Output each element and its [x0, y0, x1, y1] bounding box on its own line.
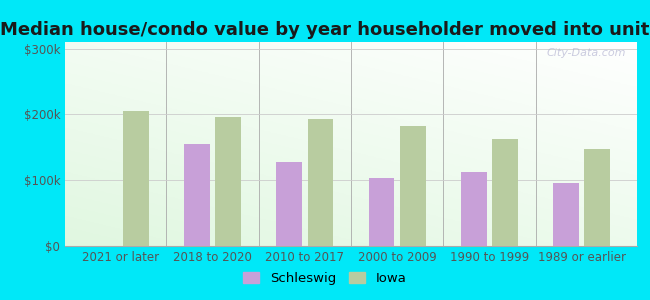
- Bar: [369, 178, 395, 246]
- Bar: [400, 126, 426, 246]
- Legend: Schleswig, Iowa: Schleswig, Iowa: [238, 267, 412, 290]
- Text: City-Data.com: City-Data.com: [546, 48, 625, 58]
- Bar: [184, 144, 210, 246]
- Bar: [276, 162, 302, 246]
- Bar: [553, 184, 579, 246]
- Bar: [307, 119, 333, 246]
- Bar: [215, 117, 241, 246]
- Bar: [584, 148, 610, 246]
- Bar: [492, 139, 518, 246]
- Bar: [461, 172, 487, 246]
- Text: Median house/condo value by year householder moved into unit: Median house/condo value by year househo…: [0, 21, 650, 39]
- Bar: [123, 111, 149, 246]
